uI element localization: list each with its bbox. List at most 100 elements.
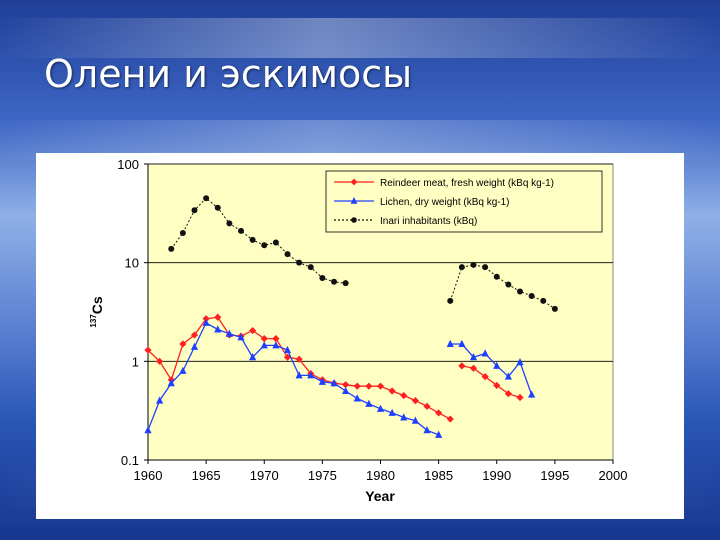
data-point	[342, 381, 350, 389]
x-axis-label: Year	[365, 488, 395, 504]
data-point	[331, 278, 337, 285]
data-point	[261, 242, 268, 249]
data-point	[179, 229, 186, 236]
y-tick-label: 10	[125, 256, 139, 271]
data-point	[249, 353, 257, 361]
data-point	[167, 379, 175, 387]
data-point	[214, 325, 222, 333]
data-point	[376, 404, 385, 412]
data-point	[272, 334, 280, 343]
data-point	[272, 341, 280, 349]
y-tick-label: 1	[132, 354, 139, 369]
data-point	[203, 195, 210, 202]
data-point	[365, 399, 373, 407]
data-point	[144, 426, 152, 434]
data-point	[190, 342, 199, 350]
data-point	[353, 394, 361, 402]
y-tick-label: 0.1	[121, 453, 139, 468]
x-tick-label: 1990	[482, 468, 511, 483]
data-point	[388, 387, 396, 395]
data-point	[469, 353, 478, 361]
data-point	[411, 396, 419, 405]
data-point	[318, 377, 326, 385]
data-point	[249, 236, 256, 243]
data-point	[388, 408, 396, 416]
data-point	[528, 390, 536, 398]
x-tick-label: 1980	[366, 468, 395, 483]
data-point	[156, 396, 164, 404]
x-tick-label: 2000	[599, 468, 628, 483]
series-line	[449, 264, 556, 310]
data-point	[214, 204, 221, 211]
legend-label: Reindeer meat, fresh weight (kBq kg-1)	[380, 178, 554, 189]
data-point	[493, 361, 501, 369]
data-point	[423, 402, 431, 410]
data-point	[376, 382, 385, 390]
data-point	[505, 281, 512, 288]
data-point	[540, 297, 547, 304]
data-point	[283, 345, 292, 354]
data-point	[446, 339, 454, 347]
data-point	[260, 341, 268, 349]
data-point	[493, 273, 500, 280]
data-point	[330, 379, 338, 387]
data-point	[446, 415, 454, 423]
chart-panel: 0.1 1 10 100 1960 1965 1970 1975 1980 1985 1990 199…	[36, 153, 684, 519]
data-point	[272, 239, 279, 246]
series-line	[170, 197, 346, 284]
chart: 0.1 1 10 100 1960 1965 1970 1975 1980 1985 1990 199…	[89, 157, 628, 504]
data-point	[458, 264, 465, 271]
data-point	[342, 386, 350, 395]
data-point	[214, 313, 222, 321]
data-point	[307, 371, 315, 379]
data-point	[528, 292, 535, 299]
x-tick-label: 1965	[192, 468, 221, 483]
data-point	[482, 264, 489, 271]
data-point	[225, 329, 233, 337]
y-axis-label-main: Cs	[89, 296, 105, 314]
data-point	[260, 334, 268, 343]
data-point	[353, 382, 361, 390]
slide-title: Олени и эскимосы	[44, 52, 413, 96]
data-point	[307, 264, 314, 271]
data-point	[202, 318, 210, 326]
data-point	[435, 430, 443, 438]
data-point	[400, 413, 408, 421]
y-tick-label: 100	[117, 157, 139, 172]
data-point	[284, 251, 291, 258]
data-point	[469, 364, 478, 372]
data-point	[226, 220, 233, 227]
x-tick-label: 1985	[424, 468, 453, 483]
legend-label: Lichen, dry weight (kBq kg-1)	[380, 197, 510, 208]
data-point	[319, 274, 326, 281]
data-point	[517, 288, 523, 295]
data-point	[342, 280, 349, 287]
background-streak	[0, 18, 720, 58]
data-point	[296, 259, 303, 266]
data-point	[447, 297, 454, 304]
data-point	[179, 340, 187, 348]
data-point	[481, 349, 489, 357]
x-tick-label: 1960	[134, 468, 163, 483]
data-point	[435, 409, 443, 417]
data-point	[249, 326, 257, 335]
y-axis-label-sup: 137	[89, 314, 98, 328]
series-line	[147, 321, 439, 436]
data-point	[458, 339, 466, 347]
data-point	[168, 245, 175, 252]
data-point	[191, 207, 198, 214]
data-point	[179, 366, 187, 374]
data-point	[237, 333, 245, 341]
data-point	[411, 416, 419, 424]
data-point	[504, 390, 512, 398]
x-tick-label: 1970	[250, 468, 279, 483]
legend-marker	[350, 178, 358, 186]
data-point	[504, 372, 512, 380]
data-point	[516, 357, 524, 366]
data-point	[551, 305, 558, 312]
data-point	[283, 353, 292, 361]
data-point	[470, 261, 477, 268]
data-point	[365, 382, 373, 390]
y-axis-label: 137Cs	[89, 296, 105, 327]
data-point	[481, 373, 489, 381]
